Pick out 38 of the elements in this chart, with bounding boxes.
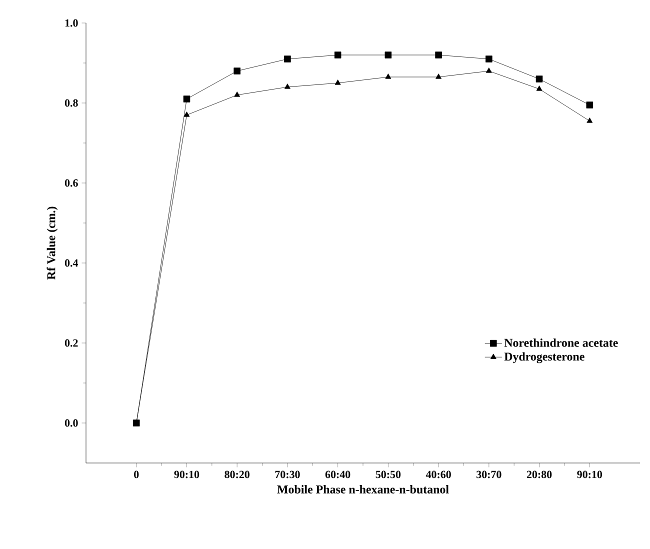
point	[486, 56, 492, 62]
point	[234, 68, 240, 74]
y-tick-label: 0.8	[64, 99, 78, 107]
x-tick-label: 30:70	[476, 470, 502, 478]
point	[184, 112, 190, 117]
point	[435, 52, 442, 58]
point	[284, 56, 291, 62]
legend-label: Norethindrone acetate	[504, 338, 618, 347]
x-tick-label: 50:50	[376, 470, 401, 478]
y-tick-label: 0.4	[64, 259, 78, 267]
point	[436, 74, 442, 79]
y-axis-title: Rf Value (cm.)	[46, 206, 58, 280]
point	[234, 92, 240, 97]
x-tick-label: 90:10	[577, 470, 602, 478]
x-tick-label: 0	[134, 470, 139, 478]
point	[536, 86, 542, 91]
y-tick-label: 0.2	[64, 339, 78, 347]
point	[384, 52, 392, 58]
point	[284, 84, 290, 89]
y-tick-label: 1.0	[65, 19, 78, 27]
x-tick-label: 80:20	[224, 470, 250, 478]
point	[334, 80, 341, 85]
y-tick-label: 0.0	[64, 419, 78, 427]
point	[385, 74, 392, 79]
point	[586, 102, 594, 108]
x-tick-label: 60:40	[325, 470, 350, 478]
x-tick-label: 70:30	[275, 470, 300, 478]
point	[586, 118, 593, 123]
x-tick-label: 90:10	[174, 470, 200, 478]
point	[334, 52, 342, 58]
point	[486, 68, 492, 73]
x-tick-label: 40:60	[426, 470, 451, 478]
point	[536, 76, 543, 82]
legend-label: Dydrogesterone	[504, 352, 584, 364]
x-axis-title: Mobile Phase n-hexane-n-butanol	[277, 485, 449, 494]
point	[183, 96, 190, 102]
y-tick-label: 0.6	[64, 179, 78, 187]
x-tick-label: 20:80	[526, 470, 552, 478]
